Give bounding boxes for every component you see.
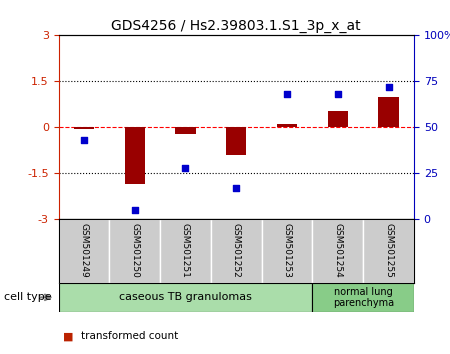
Bar	[125, 127, 145, 184]
Point	[334, 91, 342, 97]
Text: transformed count: transformed count	[81, 331, 178, 341]
Point	[233, 185, 240, 191]
Bar	[74, 127, 94, 129]
Text: GSM501254: GSM501254	[333, 223, 342, 278]
Text: normal lung
parenchyma: normal lung parenchyma	[333, 286, 394, 308]
Bar	[109, 219, 160, 283]
Bar	[226, 127, 247, 155]
Bar	[58, 283, 312, 312]
Bar	[363, 219, 414, 283]
Bar	[211, 219, 261, 283]
Bar	[378, 97, 399, 127]
Bar	[312, 283, 414, 312]
Text: cell type: cell type	[4, 292, 52, 302]
Bar	[328, 110, 348, 127]
Title: GDS4256 / Hs2.39803.1.S1_3p_x_at: GDS4256 / Hs2.39803.1.S1_3p_x_at	[112, 19, 361, 33]
Text: GSM501250: GSM501250	[130, 223, 139, 278]
Text: GSM501251: GSM501251	[181, 223, 190, 278]
Text: GSM501252: GSM501252	[232, 223, 241, 278]
Point	[80, 137, 87, 143]
Bar	[58, 219, 109, 283]
Text: GSM501249: GSM501249	[79, 223, 88, 278]
Text: GSM501255: GSM501255	[384, 223, 393, 278]
Bar	[261, 219, 312, 283]
Point	[182, 165, 189, 171]
Bar	[160, 219, 211, 283]
Bar	[277, 124, 297, 127]
Text: GSM501253: GSM501253	[283, 223, 292, 278]
Bar	[176, 127, 196, 133]
Bar	[312, 219, 363, 283]
Text: caseous TB granulomas: caseous TB granulomas	[119, 292, 252, 302]
Point	[385, 84, 392, 90]
Text: ■: ■	[63, 331, 73, 341]
Point	[131, 207, 138, 213]
Point	[284, 91, 291, 97]
